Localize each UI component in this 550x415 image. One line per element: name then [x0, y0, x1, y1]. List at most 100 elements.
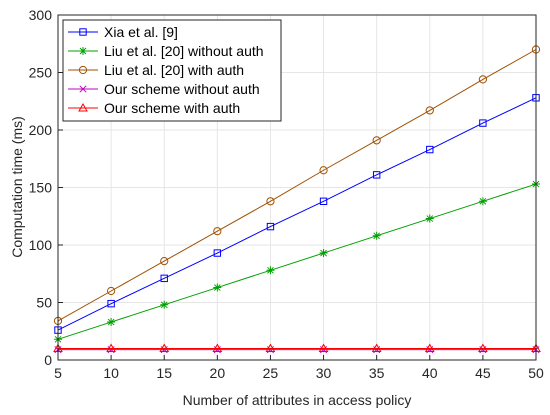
- marker-asterisk-shape: [319, 249, 328, 258]
- series-1: [54, 94, 540, 334]
- x-tick-label: 5: [54, 365, 62, 381]
- data-point: [213, 227, 222, 236]
- legend-marker: [79, 28, 87, 36]
- marker-triangle-shape: [371, 343, 382, 352]
- marker-circle-shape: [478, 75, 487, 84]
- marker-asterisk-shape: [160, 300, 169, 309]
- x-tick-label: 40: [422, 365, 438, 381]
- series-line: [57, 183, 537, 340]
- data-point: [107, 286, 116, 296]
- legend-marker: [78, 65, 88, 75]
- data-point: [160, 274, 168, 283]
- x-tick-label: 45: [475, 365, 491, 381]
- data-point: [426, 145, 434, 154]
- marker-triangle-shape: [478, 343, 488, 352]
- data-point: [106, 343, 116, 352]
- data-point: [479, 119, 487, 127]
- data-point: [159, 343, 170, 352]
- series-5: [53, 343, 541, 352]
- data-point: [425, 106, 434, 115]
- data-point: [266, 266, 275, 275]
- marker-square-shape: [213, 249, 222, 257]
- marker-triangle-shape: [265, 343, 276, 352]
- marker-x-shape: [79, 85, 87, 93]
- marker-circle-shape: [213, 227, 222, 236]
- y-tick-label: 200: [29, 122, 53, 138]
- marker-circle-shape: [266, 197, 275, 206]
- data-point: [213, 249, 222, 257]
- legend-label: Xia et al. [9]: [104, 24, 178, 40]
- x-tick-label: 35: [369, 365, 385, 381]
- x-tick-label: 25: [263, 365, 279, 381]
- legend-marker: [79, 85, 87, 93]
- marker-square-shape: [160, 274, 168, 283]
- data-point: [372, 231, 381, 240]
- marker-asterisk-shape: [266, 266, 275, 275]
- marker-square-shape: [426, 145, 434, 154]
- legend-label: Liu et al. [20] without auth: [104, 43, 264, 59]
- marker-triangle-shape: [212, 343, 223, 352]
- legend-box: [62, 19, 282, 122]
- data-point: [372, 171, 381, 179]
- data-point: [266, 197, 275, 206]
- marker-circle-shape: [372, 136, 381, 145]
- y-tick-label: 300: [29, 7, 53, 23]
- y-tick-label: 250: [29, 65, 53, 81]
- y-tick-label: 0: [44, 352, 52, 368]
- y-tick-label: 150: [29, 180, 53, 196]
- data-point: [266, 222, 275, 231]
- marker-triangle-shape: [424, 343, 435, 352]
- data-point: [424, 343, 435, 352]
- data-point: [160, 257, 169, 266]
- y-tick-label: 100: [29, 237, 53, 253]
- data-point: [265, 343, 276, 352]
- legend-marker: [79, 47, 87, 55]
- marker-triangle-shape: [159, 343, 170, 352]
- data-point: [319, 197, 328, 206]
- marker-square-shape: [79, 28, 87, 36]
- x-tick-label: 20: [210, 365, 226, 381]
- marker-circle-shape: [78, 65, 88, 75]
- data-point: [160, 300, 169, 309]
- y-tick-label: 50: [36, 295, 52, 311]
- data-point: [107, 299, 115, 308]
- x-tick-label: 15: [156, 365, 172, 381]
- series-3: [53, 45, 541, 325]
- marker-asterisk-shape: [425, 214, 434, 223]
- legend-label: Our scheme with auth: [104, 100, 240, 116]
- marker-square-shape: [372, 171, 381, 179]
- marker-circle-shape: [160, 257, 169, 266]
- marker-triangle-shape: [318, 343, 329, 352]
- legend-label: Our scheme without auth: [104, 81, 260, 97]
- data-point: [478, 197, 487, 206]
- data-point: [425, 214, 434, 223]
- x-axis-ticks: 5 10 15 20 25 30 35 40 45 50: [54, 355, 544, 381]
- marker-square-shape: [479, 119, 487, 127]
- x-tick-label: 30: [316, 365, 332, 381]
- x-tick-label: 10: [103, 365, 119, 381]
- marker-asterisk-shape: [79, 47, 87, 55]
- marker-square-shape: [266, 222, 275, 231]
- data-point: [478, 343, 488, 352]
- legend-marker: [78, 102, 88, 112]
- marker-circle-shape: [107, 286, 116, 296]
- legend: Xia et al. [9] Liu et al. [20] without au…: [62, 19, 282, 122]
- marker-triangle-shape: [78, 102, 88, 112]
- marker-triangle-shape: [106, 343, 116, 352]
- data-point: [372, 136, 381, 145]
- x-tick-label: 50: [528, 365, 544, 381]
- y-axis-label: Computation time (ms): [9, 116, 25, 258]
- data-point: [371, 343, 382, 352]
- marker-circle-shape: [425, 106, 434, 115]
- marker-asterisk-shape: [213, 283, 222, 292]
- legend-item: Our scheme without auth: [68, 81, 260, 97]
- legend-item: Xia et al. [9]: [68, 24, 178, 40]
- data-point: [212, 343, 223, 352]
- legend-item: Liu et al. [20] with auth: [68, 62, 244, 78]
- marker-circle-shape: [319, 166, 328, 175]
- marker-square-shape: [319, 197, 328, 206]
- data-point: [319, 166, 328, 175]
- data-point: [318, 343, 329, 352]
- marker-asterisk-shape: [107, 318, 116, 327]
